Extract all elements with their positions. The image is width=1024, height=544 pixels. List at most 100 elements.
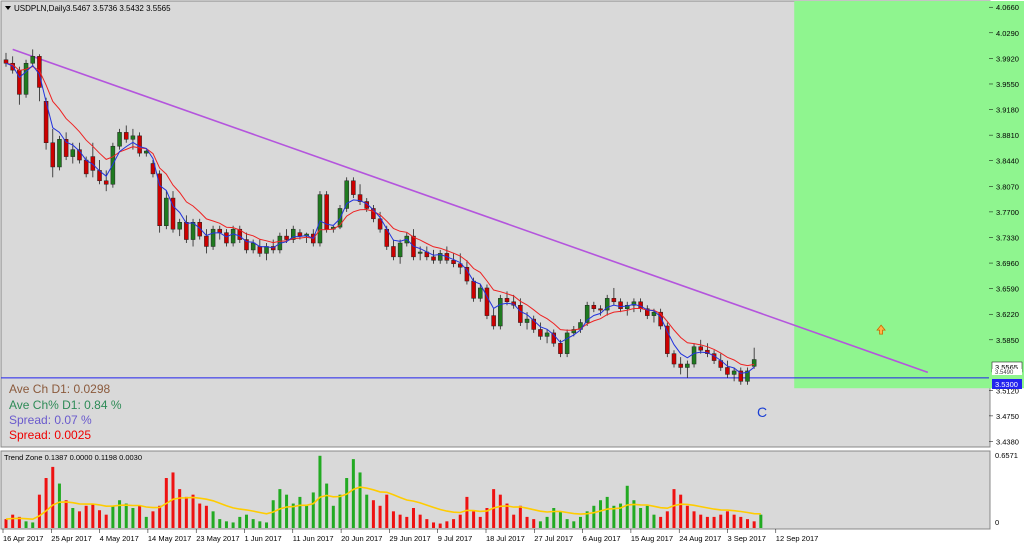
candle-body-20 [137,135,142,154]
candle-22 [150,160,156,178]
trend-bar-97 [652,514,656,528]
trend-bar-55 [371,500,375,528]
trend-bar-60 [405,516,409,528]
trend-bar-20 [138,505,142,528]
x-tick-label-8: 29 Jun 2017 [389,534,430,543]
trend-bar-69 [465,496,469,528]
trend-bar-15 [104,514,108,528]
trend-bar-43 [291,503,295,528]
candle-body-11 [77,149,82,161]
trend-bar-61 [411,508,415,528]
x-tick-label-6: 11 Jun 2017 [293,534,334,543]
candle-30 [204,229,209,254]
candle-body-112 [751,359,757,367]
candle-body-42 [284,235,289,240]
trend-bar-51 [345,478,349,528]
candle-body-87 [584,304,590,323]
x-tick-label-10: 18 Jul 2017 [486,534,525,543]
candle-body-17 [117,132,122,147]
spread-text: Spread: 0.0025 [9,428,91,442]
dropdown-triangle-icon[interactable] [5,6,11,10]
trend-bar-33 [224,521,228,528]
candle-7 [50,128,56,178]
trend-bar-105 [705,516,709,528]
candle-body-43 [290,228,296,240]
date-axis: 16 Apr 2017 25 Apr 2017 4 May 2017 14 May 2… [2,529,818,543]
candle-body-109 [731,370,737,375]
candle-body-73 [491,315,496,327]
trend-bar-66 [445,521,449,528]
descending-trendline[interactable] [12,48,929,374]
indicator-min-label: 0 [995,518,999,527]
trend-bar-110 [739,516,743,528]
y-tick-label-1: 4.0290 [996,29,1019,38]
trend-bar-102 [685,505,689,528]
candle-91 [611,287,617,306]
candle-body-84 [564,332,570,354]
trend-bar-45 [305,505,309,528]
up-arrow-shape [876,324,886,335]
trend-bar-63 [425,519,429,528]
trend-bar-49 [331,505,335,528]
y-tick-label-13: 3.5850 [996,336,1019,345]
candle-81 [544,329,550,344]
candle-body-62 [417,251,423,254]
candle-body-96 [645,308,650,316]
trend-bar-57 [385,494,389,528]
candle-82 [551,329,557,347]
candle-99 [665,322,670,358]
candle-body-105 [705,349,710,354]
candle-73 [491,308,496,330]
trend-bar-22 [151,511,155,528]
trend-bar-40 [271,500,275,528]
trend-bar-77 [518,505,522,528]
candle-body-52 [351,180,356,195]
y-tick-label-6: 3.8440 [996,157,1019,166]
candle-body-100 [671,353,677,365]
candle-body-27 [184,222,189,240]
candles-group [3,49,757,385]
trend-bar-17 [118,500,122,528]
indicator-max-label: 0.6571 [995,451,1018,460]
candle-body-9 [63,139,69,157]
candle-body-91 [611,298,617,303]
indicator-panel[interactable] [0,450,991,530]
trend-bar-3 [24,521,28,528]
candle-body-3 [23,62,29,95]
trend-bar-62 [418,514,422,528]
candle-body-33 [224,232,229,244]
trend-bar-21 [144,516,148,528]
ave-change-pct-text: Ave Ch% D1: 0.84 % [9,398,122,412]
candle-body-88 [591,304,597,309]
trend-bar-52 [351,459,355,528]
trend-bar-13 [91,503,95,528]
trend-bar-38 [258,521,262,528]
candle-body-2 [17,69,22,95]
ave-change-text: Ave Ch D1: 0.0298 [9,382,111,396]
trend-bar-93 [625,485,629,528]
trend-bar-34 [231,522,235,528]
trend-bar-19 [131,508,135,528]
trend-bar-101 [679,494,683,528]
y-tick-label-7: 3.8070 [996,182,1019,191]
candle-body-81 [544,332,550,337]
y-tick-label-2: 3.9920 [996,54,1019,63]
candle-72 [484,284,490,320]
candle-110 [738,367,744,385]
candle-87 [584,301,590,326]
candle-body-92 [618,301,623,309]
candle-36 [244,232,249,254]
candle-body-38 [257,246,263,254]
y-tick-label-4: 3.9180 [996,106,1019,115]
svg-text:3.5490: 3.5490 [995,370,1014,376]
candle-77 [518,298,523,326]
y-tick-label-16: 3.4380 [996,437,1019,446]
x-tick-label-13: 15 Aug 2017 [631,534,673,543]
candle-body-79 [531,318,536,330]
target-zone-rectangle[interactable] [794,1,1024,389]
candle-59 [397,239,403,264]
candle-body-56 [377,218,383,230]
candle-47 [317,191,323,247]
candle-93 [624,301,630,316]
